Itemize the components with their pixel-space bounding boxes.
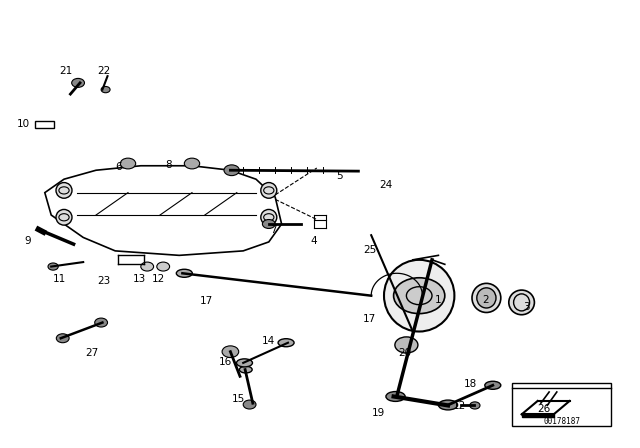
Circle shape bbox=[141, 262, 154, 271]
Text: 19: 19 bbox=[372, 408, 385, 418]
Text: 27: 27 bbox=[85, 348, 98, 358]
Circle shape bbox=[262, 220, 275, 228]
Text: 25: 25 bbox=[364, 245, 376, 254]
Circle shape bbox=[101, 86, 110, 93]
Circle shape bbox=[184, 158, 200, 169]
Ellipse shape bbox=[239, 366, 252, 373]
Circle shape bbox=[56, 334, 69, 343]
Ellipse shape bbox=[56, 210, 72, 225]
Circle shape bbox=[95, 318, 108, 327]
Text: 24: 24 bbox=[380, 180, 392, 190]
Text: 8: 8 bbox=[165, 160, 172, 170]
Ellipse shape bbox=[56, 183, 72, 198]
Ellipse shape bbox=[386, 392, 405, 401]
Circle shape bbox=[243, 400, 256, 409]
Text: 17: 17 bbox=[200, 296, 212, 306]
Text: 7: 7 bbox=[271, 225, 277, 235]
Text: 3: 3 bbox=[523, 302, 529, 312]
Text: 12: 12 bbox=[453, 401, 466, 411]
Text: 14: 14 bbox=[262, 336, 275, 346]
Text: 13: 13 bbox=[133, 274, 146, 284]
Text: 11: 11 bbox=[53, 274, 66, 284]
Ellipse shape bbox=[509, 290, 534, 315]
Circle shape bbox=[48, 263, 58, 270]
Ellipse shape bbox=[472, 284, 500, 313]
Text: 1: 1 bbox=[435, 295, 442, 305]
Text: 18: 18 bbox=[464, 379, 477, 389]
Ellipse shape bbox=[261, 183, 277, 198]
Circle shape bbox=[222, 346, 239, 358]
Ellipse shape bbox=[438, 400, 458, 410]
Text: 10: 10 bbox=[17, 119, 30, 129]
Ellipse shape bbox=[237, 359, 253, 367]
Text: 9: 9 bbox=[25, 236, 31, 246]
Circle shape bbox=[394, 278, 445, 314]
Text: 21: 21 bbox=[60, 66, 72, 76]
Text: 23: 23 bbox=[98, 276, 111, 286]
Polygon shape bbox=[522, 414, 554, 417]
Circle shape bbox=[72, 78, 84, 87]
Ellipse shape bbox=[261, 210, 277, 225]
Text: 2: 2 bbox=[482, 295, 488, 305]
Circle shape bbox=[224, 165, 239, 176]
Text: 4: 4 bbox=[310, 236, 317, 246]
Text: 20: 20 bbox=[399, 348, 412, 358]
Ellipse shape bbox=[177, 269, 192, 277]
Text: 26: 26 bbox=[538, 404, 550, 414]
Text: 22: 22 bbox=[98, 66, 111, 76]
Text: 15: 15 bbox=[232, 394, 244, 404]
Ellipse shape bbox=[485, 381, 501, 389]
Circle shape bbox=[157, 262, 170, 271]
Text: 12: 12 bbox=[152, 274, 165, 284]
Ellipse shape bbox=[384, 260, 454, 332]
Circle shape bbox=[395, 337, 418, 353]
Text: 17: 17 bbox=[364, 314, 376, 324]
Text: 16: 16 bbox=[219, 357, 232, 366]
Text: 5: 5 bbox=[336, 171, 342, 181]
Ellipse shape bbox=[477, 288, 496, 308]
Text: 6: 6 bbox=[115, 162, 122, 172]
Circle shape bbox=[470, 402, 480, 409]
FancyBboxPatch shape bbox=[512, 383, 611, 426]
Ellipse shape bbox=[278, 339, 294, 347]
Circle shape bbox=[120, 158, 136, 169]
Text: 00178187: 00178187 bbox=[543, 417, 580, 426]
